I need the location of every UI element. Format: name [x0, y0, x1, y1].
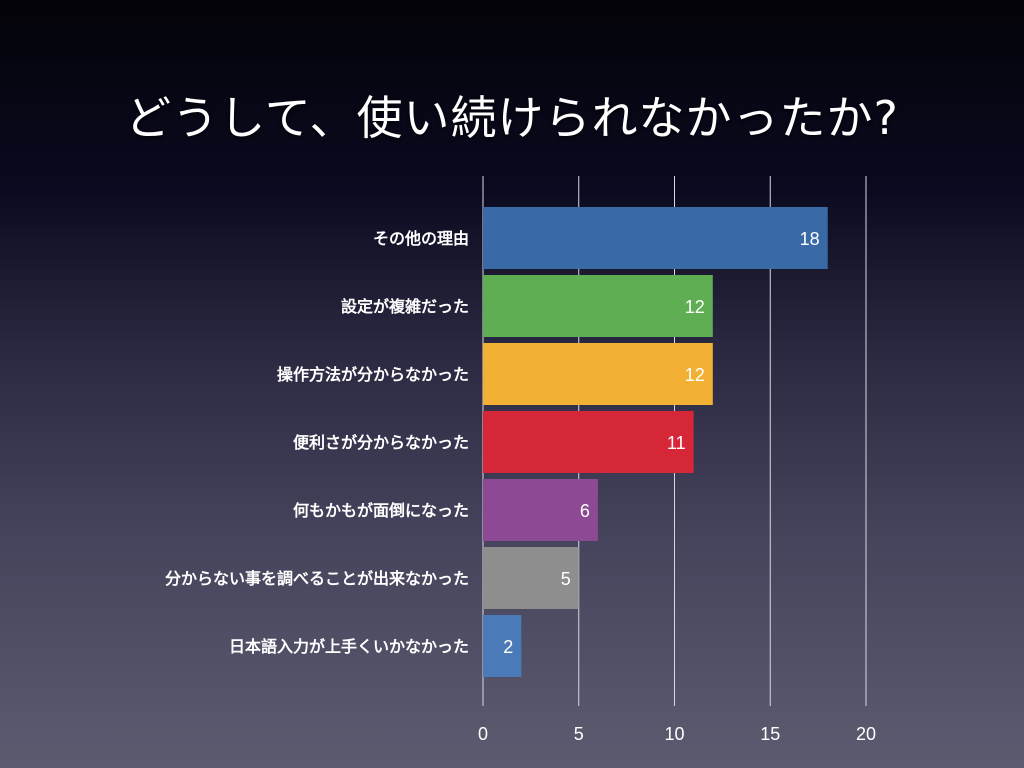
data-label: 5	[561, 569, 571, 589]
slide-title: どうして、使い続けられなかったか?	[125, 91, 899, 145]
category-label: 便利さが分からなかった	[293, 433, 469, 452]
data-label: 12	[685, 365, 705, 385]
data-label: 6	[580, 501, 590, 521]
x-tick-label: 0	[478, 724, 488, 744]
category-labels: その他の理由設定が複雑だった操作方法が分からなかった便利さが分からなかった何もか…	[165, 229, 469, 656]
bar	[483, 207, 828, 269]
x-tick-label: 15	[760, 724, 780, 744]
bar	[483, 275, 713, 337]
bar	[483, 343, 713, 405]
x-tick-label: 5	[574, 724, 584, 744]
data-label: 12	[685, 297, 705, 317]
bar	[483, 615, 522, 677]
data-label: 2	[503, 637, 513, 657]
bar	[483, 547, 579, 609]
bar	[483, 479, 598, 541]
data-label: 11	[667, 433, 686, 453]
data-label: 18	[800, 229, 820, 249]
category-label: 何もかもが面倒になった	[293, 501, 469, 520]
category-label: 設定が複雑だった	[341, 297, 469, 316]
category-label: 日本語入力が上手くいかなかった	[229, 637, 469, 656]
x-axis-ticks: 0 5 10 15 20	[478, 724, 876, 744]
value-labels: 18 12 12 11 6 5 2	[503, 229, 819, 657]
bars	[483, 207, 828, 677]
x-tick-label: 10	[664, 724, 684, 744]
category-label: 操作方法が分からなかった	[277, 365, 469, 384]
bar	[483, 411, 694, 473]
x-tick-label: 20	[856, 724, 876, 744]
category-label: 分からない事を調べることが出来なかった	[165, 569, 469, 588]
category-label: その他の理由	[373, 229, 469, 248]
